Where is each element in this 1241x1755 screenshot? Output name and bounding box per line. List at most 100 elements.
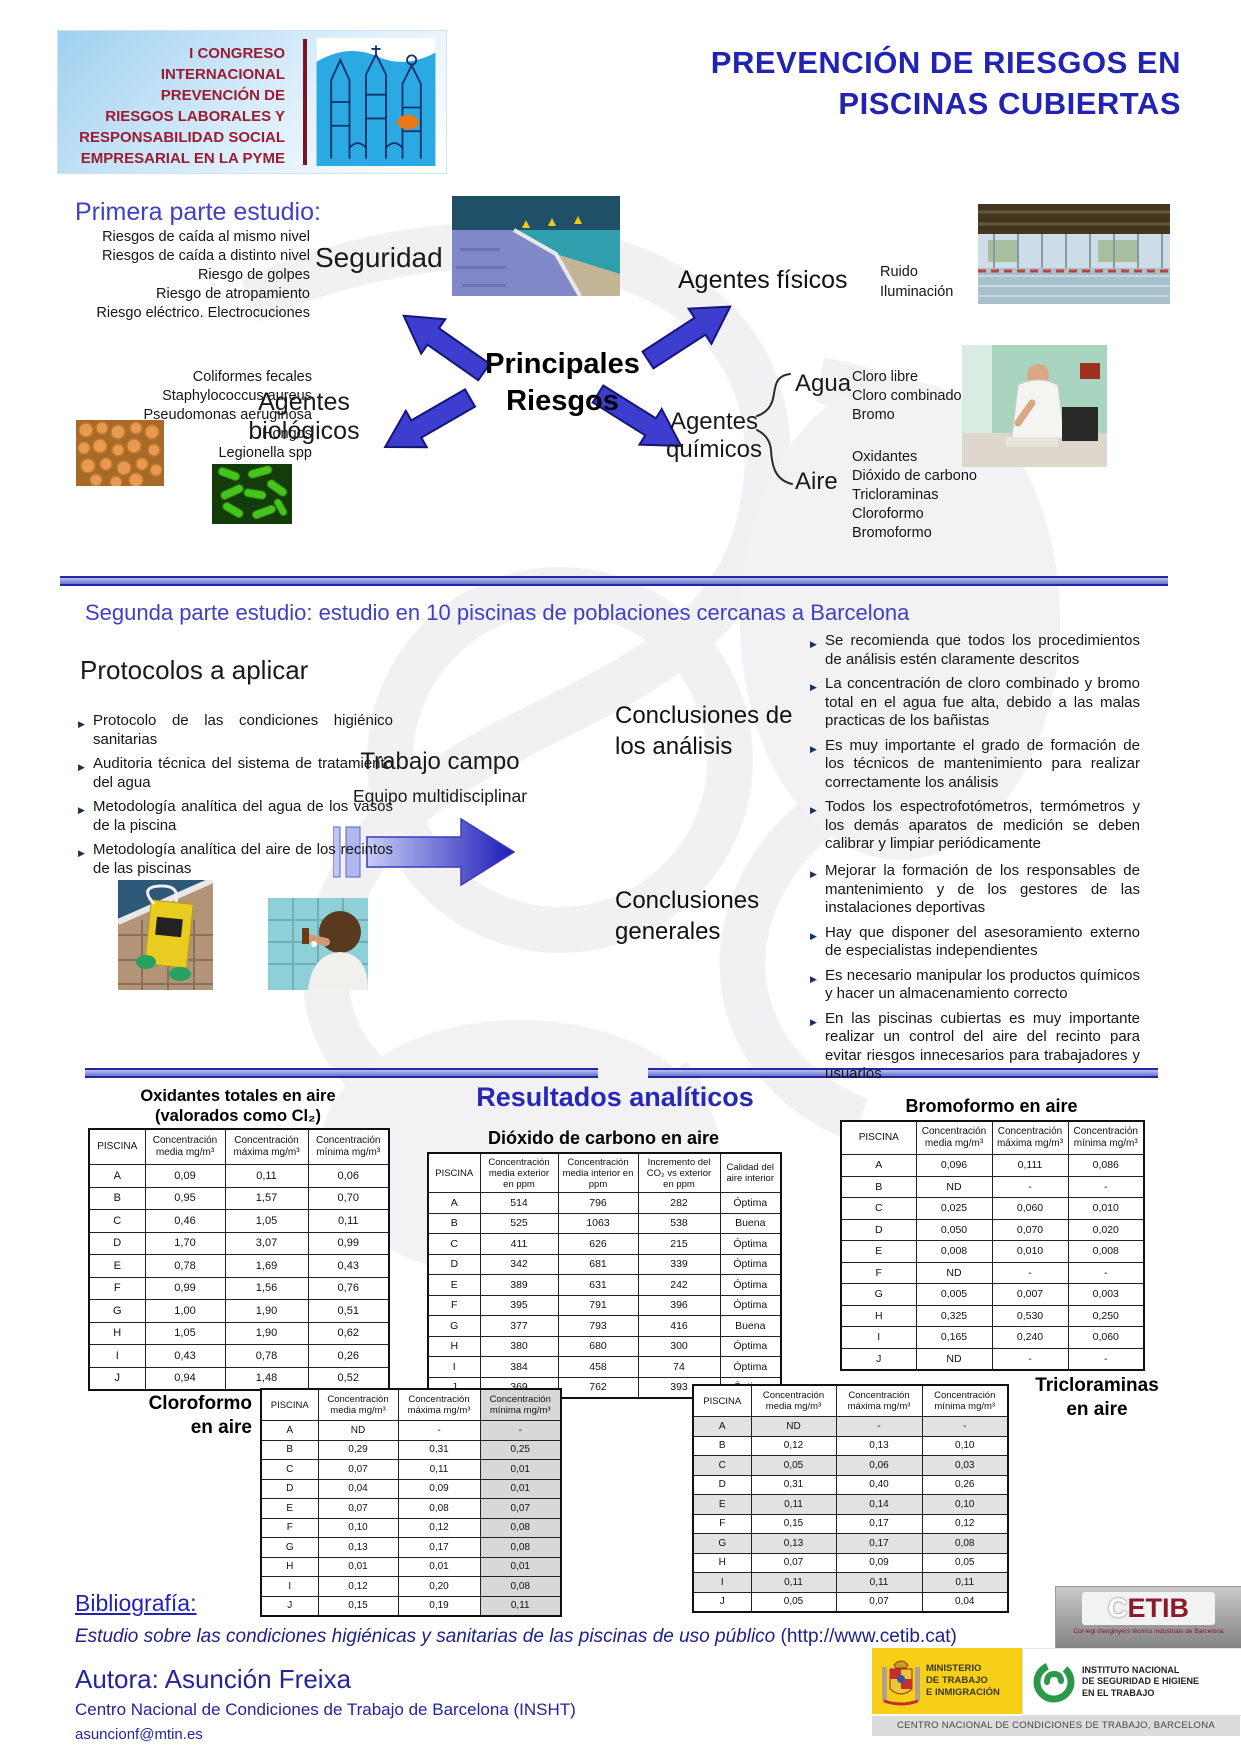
table-cell: D xyxy=(840,1218,917,1241)
table-row: H 0,07 0,09 0,05 xyxy=(692,1552,1009,1573)
table-cell: 1,90 xyxy=(224,1321,309,1345)
table-cell: 411 xyxy=(479,1233,559,1255)
principales-line: Principales xyxy=(485,348,640,380)
column-header: PISCINA xyxy=(427,1152,481,1193)
table-cell: G xyxy=(840,1283,917,1306)
table-cell: A xyxy=(840,1154,917,1177)
ministerio-text-line: E INMIGRACIÓN xyxy=(926,1687,1000,1698)
table-cell: 1,56 xyxy=(224,1276,309,1300)
table-cell: 0,99 xyxy=(307,1231,390,1255)
oxidantes-table: PISCINA Concentración media mg/m³ Concentr… xyxy=(88,1128,390,1391)
table-cell: 0,250 xyxy=(1067,1304,1145,1327)
table-row: I 0,43 0,78 0,26 xyxy=(88,1344,390,1368)
conclusiones-analisis-label: Conclusiones de los análisis xyxy=(615,700,825,762)
table-row: I 384 458 74 Óptima xyxy=(427,1356,782,1378)
column-header: Concentración máxima mg/m³ xyxy=(224,1128,309,1165)
table-cell: A xyxy=(88,1164,146,1188)
table-cell: 416 xyxy=(637,1315,721,1337)
table-cell: ND xyxy=(915,1347,993,1371)
sampling-pump-photo xyxy=(118,880,213,990)
header-row: PISCINA Concentración media exterior en p… xyxy=(427,1152,782,1193)
analysis-conclusion-item: Es muy importante el grado de formación … xyxy=(810,737,1140,793)
table-cell: C xyxy=(427,1233,481,1255)
table-cell: 0,07 xyxy=(317,1459,399,1480)
table-cell: 396 xyxy=(637,1294,721,1316)
table-cell: 0,12 xyxy=(921,1513,1009,1534)
agua-list: Cloro libre Cloro combinado Bromo xyxy=(852,368,962,425)
table-row: D 0,31 0,40 0,26 xyxy=(692,1474,1009,1495)
table-row: G 0,005 0,007 0,003 xyxy=(840,1283,1145,1306)
table-cell: 0,11 xyxy=(750,1572,837,1593)
analysis-conclusion-item: La concentración de cloro combinado y br… xyxy=(810,675,1140,731)
table-cell: 0,06 xyxy=(307,1164,390,1188)
security-risk-list: Riesgos de caída al mismo nivel Riesgos d… xyxy=(65,228,310,323)
section-divider-1 xyxy=(60,576,1168,586)
table-cell: 1,69 xyxy=(224,1254,309,1278)
insht-text-line: EN EL TRABAJO xyxy=(1082,1687,1155,1698)
bromoformo-table-title: Bromoformo en aire xyxy=(905,1096,1078,1116)
vertical-divider xyxy=(303,39,307,165)
insht-text-line: DE SEGURIDAD E HIGIENE xyxy=(1082,1676,1200,1687)
table-cell: 0,17 xyxy=(397,1537,481,1558)
table-cell: 1,57 xyxy=(224,1186,309,1210)
header-row: PISCINA Concentración media mg/m³ Concentr… xyxy=(692,1384,1009,1417)
general-conclusion-item: En las piscinas cubiertas es muy importa… xyxy=(810,1010,1140,1084)
table-cell: 0,17 xyxy=(835,1533,923,1554)
table-row: I 0,165 0,240 0,060 xyxy=(840,1326,1145,1349)
table-cell: 0,17 xyxy=(835,1513,923,1534)
co2-table-title: Dióxido de carbono en aire xyxy=(487,1128,720,1148)
bibliography-url: (http://www.cetib.cat) xyxy=(775,1626,957,1647)
table-cell: 0,010 xyxy=(991,1240,1069,1263)
table-cell: 0,13 xyxy=(835,1435,923,1456)
bibliography-study-title: Estudio sobre las condiciones higiénicas… xyxy=(75,1626,776,1647)
analysis-conclusion-item: Todos los espectrofotómetros, termómetro… xyxy=(810,798,1140,854)
spain-coat-of-arms-icon xyxy=(882,1660,920,1706)
column-header: Concentración mínima mg/m³ xyxy=(1067,1120,1145,1155)
table-cell: 282 xyxy=(637,1192,721,1214)
table-cell: 0,12 xyxy=(317,1576,399,1597)
aire-list: Oxidantes Dióxido de carbono Tricloraminas… xyxy=(852,448,977,543)
table-cell: 0,12 xyxy=(397,1517,481,1538)
table-cell: 0,11 xyxy=(307,1209,390,1233)
table-cell: 0,07 xyxy=(835,1591,923,1613)
table-cell: 380 xyxy=(479,1335,559,1357)
table-cell: 3,07 xyxy=(224,1231,309,1255)
table-cell: 0,010 xyxy=(1067,1197,1145,1220)
poster-title-line2: PISCINAS CUBIERTAS xyxy=(838,86,1181,121)
ministerio-text: MINISTERIO DE TRABAJO E INMIGRACIÓN xyxy=(926,1663,1000,1699)
table-cell: 0,43 xyxy=(307,1254,390,1278)
analysis-conclusion-item: Se recomienda que todos los procedimient… xyxy=(810,632,1140,669)
general-conclusion-item: Hay que disponer del asesoramiento exter… xyxy=(810,924,1140,961)
table-cell: 0,05 xyxy=(921,1552,1009,1573)
table-row: A 514 796 282 Óptima xyxy=(427,1192,782,1214)
table-cell: 0,04 xyxy=(317,1478,399,1499)
table-cell: J xyxy=(692,1591,752,1613)
part2-heading: Segunda parte estudio: estudio en 10 pis… xyxy=(85,600,910,625)
agentes-biologicos-line2: biológicos xyxy=(248,417,360,445)
table-cell: H xyxy=(840,1304,917,1327)
tricloraminas-table: PISCINA Concentración media mg/m³ Concentr… xyxy=(692,1384,1009,1613)
table-row: J 0,05 0,07 0,04 xyxy=(692,1591,1009,1613)
table-cell: E xyxy=(427,1274,481,1296)
table-cell: 0,096 xyxy=(915,1154,993,1177)
table-row: I 0,12 0,20 0,08 xyxy=(260,1576,562,1597)
table-cell: 0,070 xyxy=(991,1218,1069,1241)
table-cell: 681 xyxy=(557,1253,639,1275)
column-header: Concentración mínima mg/m³ xyxy=(921,1384,1009,1417)
indoor-pool-photo xyxy=(978,204,1170,304)
table-cell: 538 xyxy=(637,1212,721,1234)
table-cell: 514 xyxy=(479,1192,559,1214)
table-cell: 0,26 xyxy=(921,1474,1009,1495)
table-cell: 384 xyxy=(479,1356,559,1378)
table-row: C 411 626 215 Óptima xyxy=(427,1233,782,1255)
table-cell: 0,111 xyxy=(991,1154,1069,1177)
table-cell: 0,530 xyxy=(991,1304,1069,1327)
table-cell: 0,11 xyxy=(397,1459,481,1480)
table-cell: 377 xyxy=(479,1315,559,1337)
table-cell: 0,003 xyxy=(1067,1283,1145,1306)
table-row: C 0,025 0,060 0,010 xyxy=(840,1197,1145,1220)
tricloraminas-title-line1: Tricloraminas xyxy=(1035,1375,1159,1396)
table-row: C 0,05 0,06 0,03 xyxy=(692,1455,1009,1476)
table-cell: 0,19 xyxy=(397,1595,481,1617)
table-cell: F xyxy=(840,1261,917,1284)
